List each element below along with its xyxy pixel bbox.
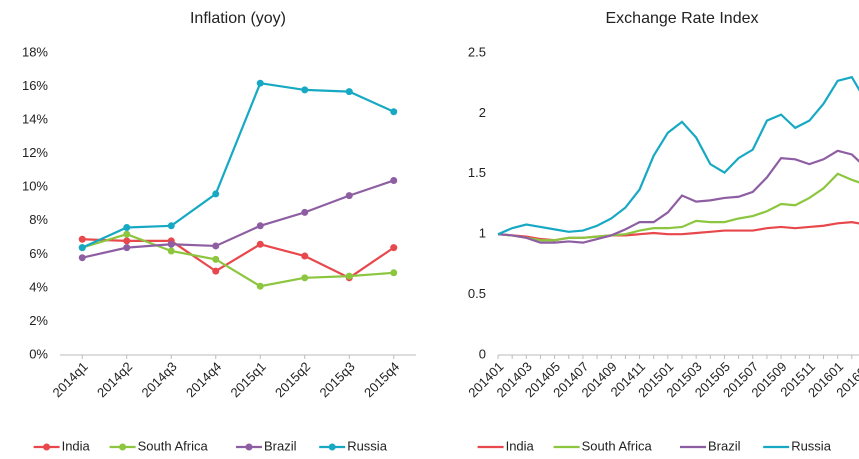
legend-label: Brazil: [264, 438, 297, 453]
y-tick-label: 12%: [22, 145, 48, 160]
marker: [123, 230, 131, 238]
marker: [212, 267, 220, 275]
y-tick-label: 16%: [22, 78, 48, 93]
marker: [212, 190, 220, 198]
marker: [256, 79, 264, 87]
y-tick-label: 2: [479, 105, 486, 120]
marker: [212, 255, 220, 263]
series-line: [497, 75, 859, 236]
y-tick-label: 8%: [29, 212, 48, 227]
x-tick-label: 2014q2: [94, 359, 135, 400]
y-tick-label: 4%: [29, 279, 48, 294]
marker: [345, 192, 353, 200]
series-line: [82, 238, 395, 280]
y-tick-label: 2%: [29, 313, 48, 328]
legend-marker: [43, 443, 51, 451]
marker: [78, 254, 86, 262]
chart-title: Exchange Rate Index: [606, 10, 759, 27]
marker: [390, 108, 398, 116]
marker: [345, 88, 353, 96]
x-tick-label: 2014q4: [183, 359, 224, 400]
legend-label: India: [506, 438, 535, 453]
x-tick-label: 2014q1: [50, 359, 91, 400]
series-line: [497, 149, 859, 244]
x-tick-label: 2015q4: [361, 359, 402, 400]
marker: [167, 247, 175, 255]
y-tick-label: 14%: [22, 112, 48, 127]
legend-label: India: [62, 438, 91, 453]
legend-label: South Africa: [138, 438, 209, 453]
marker: [212, 242, 220, 250]
legend-label: South Africa: [582, 438, 653, 453]
legend-marker: [119, 443, 127, 451]
marker: [256, 222, 264, 230]
marker: [301, 274, 309, 282]
x-tick-label: 2015q1: [228, 359, 269, 400]
series-line: [82, 179, 395, 259]
marker: [390, 244, 398, 252]
marker: [123, 244, 131, 252]
y-tick-label: 0%: [29, 346, 48, 361]
marker: [78, 235, 86, 243]
y-tick-label: 1.5: [468, 165, 486, 180]
marker: [390, 269, 398, 277]
marker: [123, 237, 131, 245]
x-tick-label: 2014q3: [139, 359, 180, 400]
marker: [78, 244, 86, 252]
y-tick-label: 6%: [29, 246, 48, 261]
y-tick-label: 0: [479, 346, 486, 361]
marker: [256, 282, 264, 290]
y-tick-label: 0.5: [468, 286, 486, 301]
x-tick-label: 2015q3: [317, 359, 358, 400]
marker: [167, 240, 175, 248]
marker: [301, 252, 309, 260]
legend-label: Brazil: [708, 438, 741, 453]
legend-marker: [245, 443, 253, 451]
marker: [167, 222, 175, 230]
marker: [345, 272, 353, 280]
legend-label: Russia: [347, 438, 388, 453]
legend-label: Russia: [791, 438, 832, 453]
x-tick-label: 2015q2: [272, 359, 313, 400]
y-tick-label: 18%: [22, 44, 48, 59]
series-line: [81, 81, 395, 249]
chart-title: Inflation (yoy): [190, 10, 286, 27]
y-tick-label: 2.5: [468, 44, 486, 59]
marker: [123, 223, 131, 231]
series-line: [497, 221, 859, 242]
marker: [301, 208, 309, 216]
series-line: [81, 233, 394, 288]
marker: [301, 86, 309, 94]
marker: [390, 177, 398, 185]
legend-marker: [328, 443, 336, 451]
marker: [256, 240, 264, 248]
y-tick-label: 10%: [22, 179, 48, 194]
series-line: [497, 172, 859, 242]
y-tick-label: 1: [479, 226, 486, 241]
